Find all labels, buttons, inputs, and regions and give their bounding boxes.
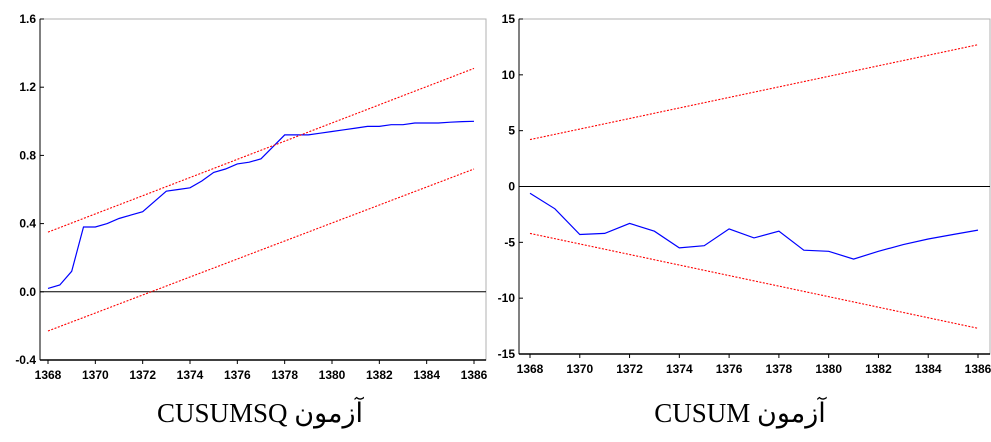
cusumsq-x-tick-label: 1368 xyxy=(35,368,62,382)
cusum-y-tick-label: 5 xyxy=(508,124,515,138)
cusum-y-tick-label: 15 xyxy=(502,12,516,26)
cusumsq-caption: آزمون CUSUMSQ xyxy=(156,398,364,428)
cusum-x-tick-label: 1380 xyxy=(815,362,842,376)
cusum-lower-bound-line xyxy=(529,232,979,329)
cusum-x-tick-label: 1372 xyxy=(616,362,643,376)
cusum-y-tick-label: 0 xyxy=(508,180,515,194)
cusumsq-x-tick-label: 1376 xyxy=(224,368,251,382)
cusum-x-tick-label: 1370 xyxy=(566,362,593,376)
cusum-chart: -15 -10 -5 0 5 10 15 1368 1370 1372 1374 1376 1378 13… xyxy=(498,12,991,376)
cusumsq-x-tick-label: 1380 xyxy=(319,368,346,382)
cusum-x-tick-label: 1368 xyxy=(517,362,544,376)
cusumsq-lower-bound-line xyxy=(47,168,475,332)
cusum-y-tick-label: -5 xyxy=(504,235,515,249)
cusum-x-tick-label: 1378 xyxy=(766,362,793,376)
cusumsq-x-tick-label: 1372 xyxy=(129,368,156,382)
cusumsq-x-tick-label: 1378 xyxy=(271,368,298,382)
cusumsq-x-tick-label: 1382 xyxy=(366,368,393,382)
cusum-caption: آزمون CUSUM xyxy=(654,398,826,428)
cusumsq-y-tick-label: 1.6 xyxy=(19,12,36,26)
cusum-x-tick-label: 1384 xyxy=(915,362,942,376)
cusum-y-tick-label: -10 xyxy=(498,291,516,305)
cusumsq-statistic-line xyxy=(47,120,475,289)
cusum-upper-bound-line xyxy=(529,44,979,141)
cusumsq-y-tick-label: 0.0 xyxy=(19,285,36,299)
cusum-y-tick-label: -15 xyxy=(498,347,516,361)
cusumsq-x-tick-label: 1374 xyxy=(177,368,204,382)
cusumsq-y-tick-label: 0.8 xyxy=(19,148,36,162)
cusumsq-y-tick-label: 1.2 xyxy=(19,80,36,94)
cusumsq-chart: -0.4 0.0 0.4 0.8 1.2 1.6 1368 1370 1372 1374 1376 1… xyxy=(15,12,487,382)
cusumsq-x-tick-label: 1384 xyxy=(413,368,440,382)
cusum-x-tick-label: 1376 xyxy=(716,362,743,376)
cusum-x-tick-label: 1374 xyxy=(666,362,693,376)
cusum-x-tick-label: 1386 xyxy=(965,362,991,376)
cusum-x-tick-label: 1382 xyxy=(865,362,892,376)
cusumsq-upper-bound-line xyxy=(47,67,475,233)
cusum-y-tick-label: 10 xyxy=(502,68,516,82)
cusum-statistic-line xyxy=(529,192,979,260)
cusumsq-x-tick-label: 1386 xyxy=(461,368,488,382)
cusumsq-y-tick-label: -0.4 xyxy=(15,353,36,367)
cusumsq-y-tick-label: 0.4 xyxy=(19,217,36,231)
cusumsq-x-tick-label: 1370 xyxy=(82,368,109,382)
